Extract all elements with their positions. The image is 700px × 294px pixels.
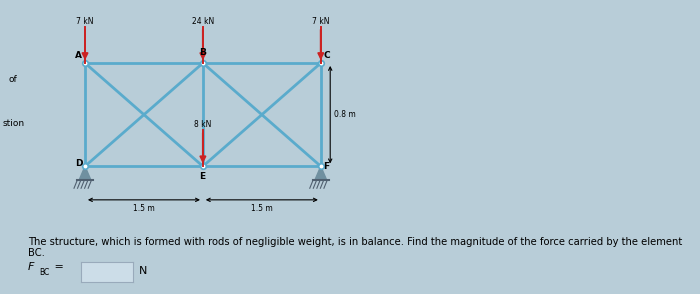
Text: F: F (323, 162, 329, 171)
Polygon shape (80, 166, 90, 179)
Text: 8 kN: 8 kN (194, 120, 211, 129)
Text: 1.5 m: 1.5 m (133, 204, 155, 213)
Text: 1.5 m: 1.5 m (251, 204, 273, 213)
Text: 7 kN: 7 kN (76, 16, 94, 26)
Text: A: A (75, 51, 82, 60)
Text: 0.8 m: 0.8 m (334, 110, 356, 119)
Text: B: B (199, 48, 206, 57)
Text: E: E (199, 172, 205, 181)
Text: BC: BC (39, 268, 50, 277)
Text: =: = (51, 263, 64, 273)
Text: stion: stion (2, 119, 25, 128)
Text: of: of (8, 75, 17, 84)
Text: N: N (139, 266, 147, 276)
Polygon shape (315, 166, 326, 179)
Text: C: C (324, 51, 330, 60)
Text: D: D (75, 159, 83, 168)
Text: F: F (28, 263, 34, 273)
Text: The structure, which is formed with rods of negligible weight, is in balance. Fi: The structure, which is formed with rods… (28, 237, 682, 258)
Text: 7 kN: 7 kN (312, 16, 330, 26)
Text: 24 kN: 24 kN (192, 16, 214, 26)
